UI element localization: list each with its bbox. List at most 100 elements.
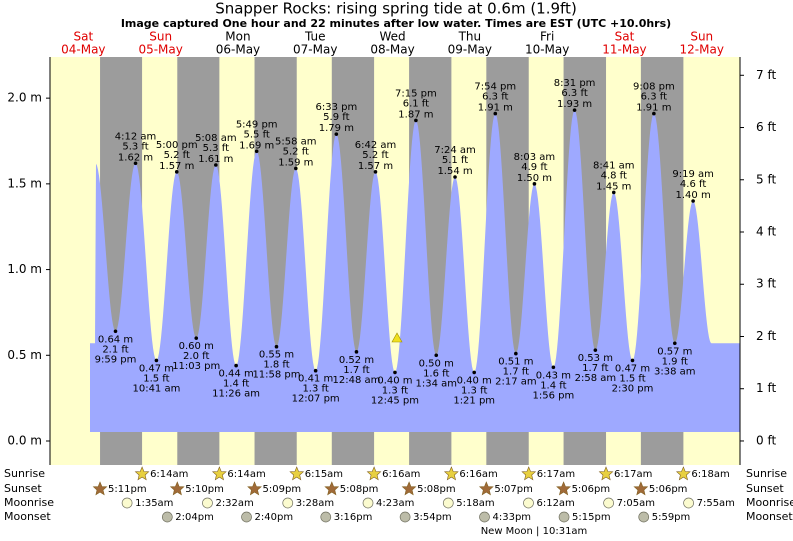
tide-label: 6.3 ft bbox=[561, 88, 587, 99]
moonrise-time: 2:32am bbox=[215, 498, 253, 509]
moonset-icon bbox=[320, 511, 332, 523]
tide-point bbox=[551, 365, 556, 370]
y2-tick-label: 2 ft bbox=[756, 329, 776, 343]
tide-point bbox=[630, 358, 635, 363]
tide-label: 10:41 am bbox=[132, 383, 180, 394]
tide-label: 11:58 pm bbox=[252, 370, 300, 381]
tide-label: 2:30 pm bbox=[612, 383, 654, 394]
sunrise-icon bbox=[211, 466, 227, 481]
tide-point bbox=[254, 149, 259, 154]
tide-label: 7:15 pm bbox=[395, 88, 437, 99]
tide-label: 6:33 pm bbox=[315, 102, 357, 113]
tide-label: 1.62 m bbox=[118, 152, 153, 163]
sunrise-time: 6:14am bbox=[150, 469, 188, 480]
sunrise-icon bbox=[598, 466, 614, 481]
tide-point bbox=[393, 370, 397, 375]
current-marker bbox=[391, 332, 403, 343]
tide-point bbox=[514, 351, 518, 356]
tide-label: 12:07 pm bbox=[292, 394, 340, 405]
sunset-time: 5:11pm bbox=[108, 484, 147, 495]
tide-label: 5.2 ft bbox=[362, 150, 388, 161]
sunrise-time: 6:14am bbox=[227, 469, 265, 480]
tide-label: 7:54 pm bbox=[474, 82, 516, 93]
day-date: 06-May bbox=[216, 43, 260, 57]
tide-label: 2:58 am bbox=[575, 373, 617, 384]
moonset-time: 2:40pm bbox=[255, 512, 294, 523]
tide-label: 6.3 ft bbox=[482, 92, 508, 103]
tide-label: 9:19 am bbox=[672, 169, 714, 180]
moonrise-icon bbox=[523, 497, 534, 509]
day-name: Mon bbox=[225, 30, 250, 44]
tide-label: 0.44 m bbox=[219, 369, 254, 380]
plot-foreground: 0.64 m2.1 ft9:59 pm4:12 am5.3 ft1.62 m0.… bbox=[4, 30, 793, 524]
moonrise-time: 3:28am bbox=[296, 498, 334, 509]
sunset-icon bbox=[92, 481, 108, 496]
tide-point bbox=[611, 190, 616, 195]
sunrise-icon bbox=[675, 466, 691, 481]
tide-label: 5.1 ft bbox=[442, 155, 468, 166]
tide-label: 0.55 m bbox=[259, 350, 294, 361]
tide-label: 1.40 m bbox=[676, 190, 711, 201]
day-date: 08-May bbox=[370, 43, 414, 57]
sunset-icon bbox=[247, 481, 262, 496]
row-label: Moonset bbox=[4, 510, 51, 523]
tide-label: 1.91 m bbox=[636, 103, 671, 114]
day-date: 10-May bbox=[525, 43, 569, 57]
tide-label: 1.4 ft bbox=[540, 380, 566, 391]
tide-label: 1.5 ft bbox=[143, 373, 169, 384]
y-tick-label: 0.5 m bbox=[7, 348, 42, 362]
tide-point bbox=[234, 363, 238, 368]
tide-label: 1.9 ft bbox=[662, 356, 688, 367]
tide-label: 1.7 ft bbox=[582, 363, 608, 374]
tide-label: 1.79 m bbox=[319, 123, 354, 134]
tide-label: 1.3 ft bbox=[461, 385, 487, 396]
tide-point bbox=[493, 111, 498, 116]
day-date: 11-May bbox=[602, 43, 646, 57]
moonrise-icon bbox=[362, 497, 374, 509]
tide-point bbox=[373, 170, 378, 174]
moonrise-time: 1:35am bbox=[135, 498, 173, 509]
y2-tick-label: 0 ft bbox=[756, 433, 776, 447]
tide-label: 5.2 ft bbox=[283, 146, 309, 157]
tide-label: 1.59 m bbox=[278, 157, 313, 168]
tide-point bbox=[572, 108, 577, 112]
moonset-icon bbox=[638, 511, 650, 523]
tide-label: 8:41 am bbox=[593, 160, 635, 171]
moonrise-time: 4:23am bbox=[376, 498, 414, 509]
tide-label: 11:26 am bbox=[212, 389, 260, 400]
sunrise-time: 6:16am bbox=[459, 469, 497, 480]
tide-label: 8:03 am bbox=[514, 152, 556, 163]
tide-label: 6.1 ft bbox=[403, 98, 429, 109]
tide-label: 0.43 m bbox=[536, 370, 571, 381]
y2-tick-label: 7 ft bbox=[756, 68, 776, 82]
sunrise-icon bbox=[521, 466, 537, 481]
moonset-time: 3:54pm bbox=[413, 512, 452, 523]
tide-label: 0.41 m bbox=[298, 374, 333, 385]
tide-point bbox=[532, 182, 537, 186]
tide-label: 0.47 m bbox=[615, 363, 650, 374]
sunrise-time: 6:16am bbox=[382, 469, 420, 480]
day-name: Sat bbox=[74, 30, 94, 44]
sunrise-icon bbox=[289, 466, 305, 481]
sunset-time: 5:09pm bbox=[263, 484, 302, 495]
day-name: Sun bbox=[690, 30, 713, 44]
moonset-time: 2:04pm bbox=[175, 512, 214, 523]
moonrise-icon bbox=[282, 497, 294, 509]
tide-label: 0.47 m bbox=[139, 363, 174, 374]
tide-label: 1.57 m bbox=[159, 161, 194, 172]
tide-label: 5.9 ft bbox=[323, 112, 349, 123]
day-date: 09-May bbox=[448, 43, 492, 57]
tide-point bbox=[354, 350, 359, 354]
moonset-time: 4:33pm bbox=[493, 512, 532, 523]
tide-label: 0.64 m bbox=[98, 334, 133, 345]
tide-point bbox=[472, 370, 476, 375]
sunrise-icon bbox=[134, 466, 150, 481]
tide-label: 6.3 ft bbox=[641, 92, 667, 103]
tide-point bbox=[453, 175, 457, 179]
tide-label: 1.45 m bbox=[596, 181, 631, 192]
plot-background bbox=[50, 57, 740, 465]
tide-label: 6:42 am bbox=[355, 140, 397, 151]
sunset-time: 5:06pm bbox=[649, 484, 688, 495]
y2-tick-label: 4 ft bbox=[756, 225, 776, 239]
